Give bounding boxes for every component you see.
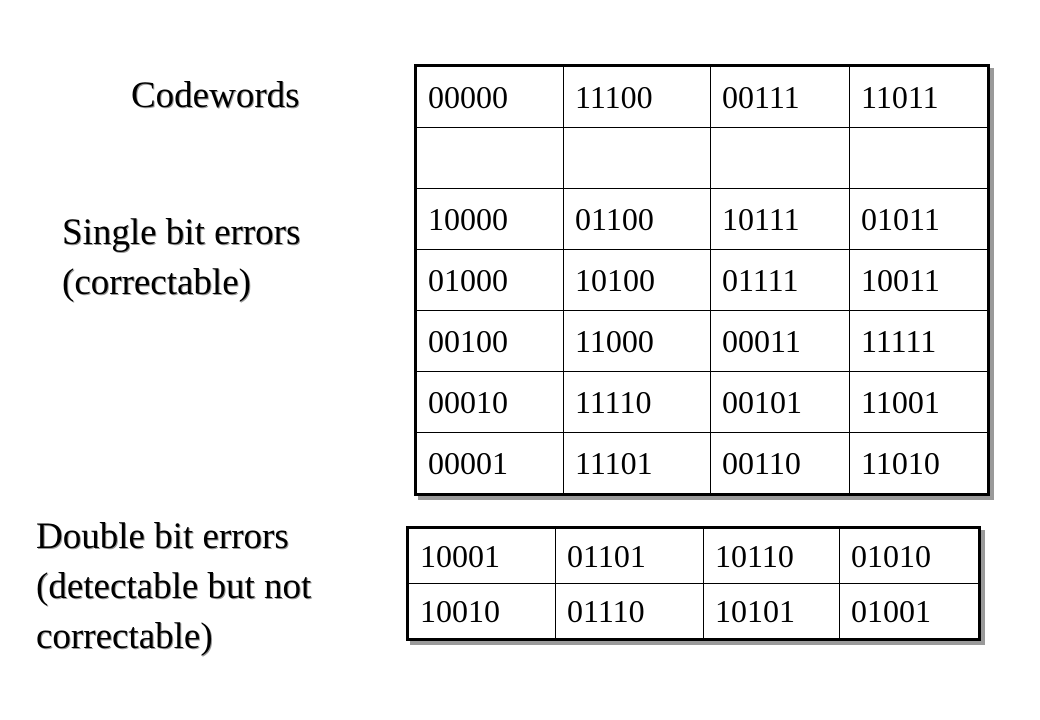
codewords-row: 00000 11100 00111 11011 [415, 65, 989, 128]
table-cell: 11100 [563, 65, 711, 128]
double-error-row: 10010 01110 10101 01001 [407, 583, 980, 640]
empty-cell [710, 127, 850, 189]
table-cell: 11000 [563, 310, 711, 372]
table-cell: 01011 [849, 188, 989, 250]
table-cell: 01010 [839, 527, 980, 584]
table-cell: 00111 [710, 65, 850, 128]
codeword-table: 00000 11100 00111 11011 10000 01100 1011… [414, 64, 990, 496]
table-cell: 01101 [555, 527, 704, 584]
table-cell: 10001 [407, 527, 556, 584]
single-error-row: 01000 10100 01111 10011 [415, 249, 989, 311]
empty-cell [563, 127, 711, 189]
double-bit-errors-label: Double bit errors (detectable but not co… [36, 512, 311, 662]
table-cell: 11011 [849, 65, 989, 128]
double-error-row: 10001 01101 10110 01010 [407, 527, 980, 584]
table-cell: 11001 [849, 371, 989, 433]
single-error-row: 00001 11101 00110 11010 [415, 432, 989, 495]
spacer-row [415, 127, 989, 189]
table-cell: 01111 [710, 249, 850, 311]
table-cell: 11111 [849, 310, 989, 372]
table-cell: 01000 [415, 249, 564, 311]
single-bit-errors-label: Single bit errors (correctable) [62, 208, 300, 308]
table-cell: 11010 [849, 432, 989, 495]
table-cell: 01100 [563, 188, 711, 250]
single-error-row: 10000 01100 10111 01011 [415, 188, 989, 250]
table-cell: 11110 [563, 371, 711, 433]
table-cell: 00100 [415, 310, 564, 372]
table-cell: 10100 [563, 249, 711, 311]
table-cell: 00001 [415, 432, 564, 495]
table-cell: 00101 [710, 371, 850, 433]
codewords-label: Codewords [131, 71, 300, 121]
table-cell: 10101 [703, 583, 840, 640]
table-cell: 10011 [849, 249, 989, 311]
table-cell: 00011 [710, 310, 850, 372]
table-cell: 01001 [839, 583, 980, 640]
table-cell: 01110 [555, 583, 704, 640]
table-cell: 00010 [415, 371, 564, 433]
table-cell: 10000 [415, 188, 564, 250]
table-cell: 00000 [415, 65, 564, 128]
double-bit-errors-line-2: (detectable but not [36, 566, 312, 607]
single-error-row: 00010 11110 00101 11001 [415, 371, 989, 433]
single-error-row: 00100 11000 00011 11111 [415, 310, 989, 372]
empty-cell [849, 127, 989, 189]
codewords-label-text: Codewords [131, 75, 300, 116]
double-bit-errors-line-1: Double bit errors [36, 516, 289, 557]
table-cell: 10110 [703, 527, 840, 584]
table-cell: 10111 [710, 188, 850, 250]
empty-cell [415, 127, 564, 189]
table-cell: 10010 [407, 583, 556, 640]
double-bit-error-table: 10001 01101 10110 01010 10010 01110 1010… [406, 526, 981, 641]
table-cell: 11101 [563, 432, 711, 495]
single-bit-errors-line-1: Single bit errors [62, 212, 301, 253]
table-cell: 00110 [710, 432, 850, 495]
single-bit-errors-line-2: (correctable) [62, 262, 251, 303]
double-bit-errors-line-3: correctable) [36, 616, 213, 657]
